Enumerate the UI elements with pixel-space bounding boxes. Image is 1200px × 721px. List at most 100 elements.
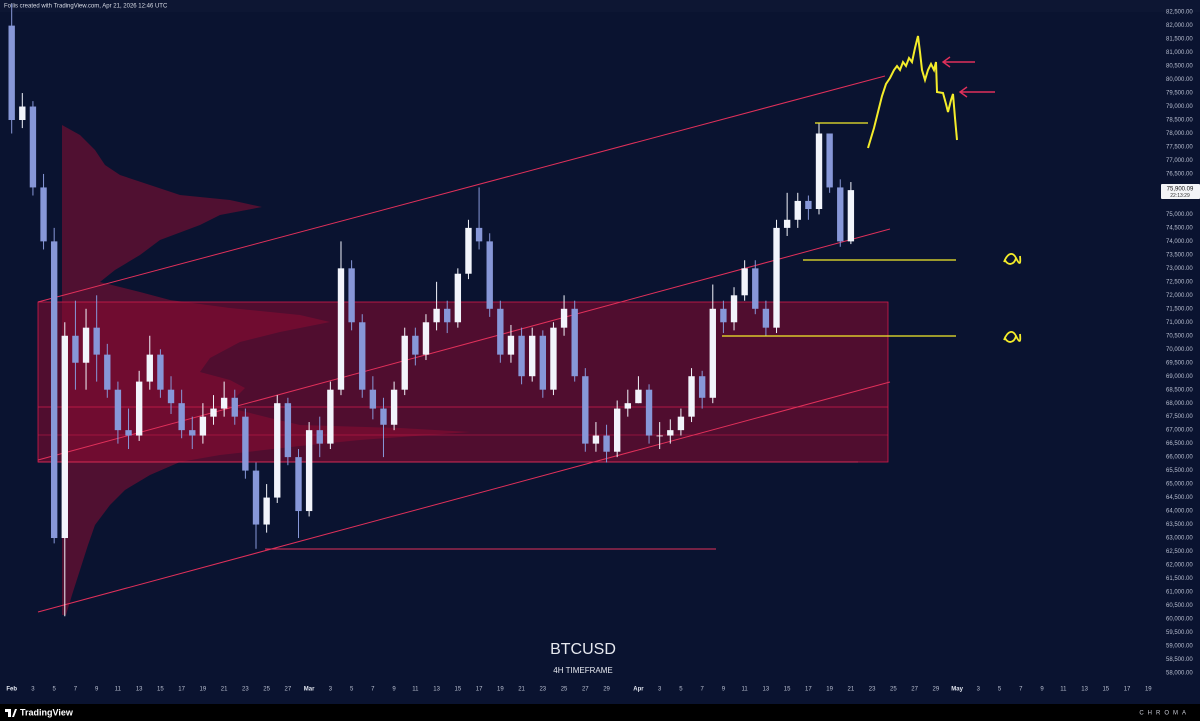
y-tick-label: 71,500.00 <box>1166 306 1193 312</box>
candle-body <box>252 470 260 525</box>
x-tick-label: 27 <box>911 687 918 693</box>
y-tick-label: 71,000.00 <box>1166 320 1193 326</box>
price-axis <box>1160 12 1200 680</box>
y-tick-label: 74,000.00 <box>1166 239 1193 245</box>
candle-body <box>337 268 345 390</box>
candle-body <box>135 381 143 436</box>
y-tick-label: 70,000.00 <box>1166 347 1193 353</box>
candle-body <box>805 200 812 210</box>
candle-body <box>645 389 653 436</box>
x-tick-label: 13 <box>136 687 143 693</box>
candle-body <box>29 106 37 188</box>
candle-body <box>220 397 228 409</box>
x-tick-label: 3 <box>31 687 35 693</box>
candle-body <box>752 268 759 309</box>
candle-body <box>295 457 302 512</box>
price-tag-countdown: 22:13:29 <box>1170 193 1190 199</box>
candle-body <box>412 335 419 355</box>
candle-body <box>454 273 462 323</box>
channel-line <box>37 381 891 613</box>
x-tick-label: 5 <box>679 687 683 693</box>
candle-body <box>146 354 153 382</box>
candle-body <box>104 354 111 390</box>
header-text: Follis created with TradingView.com, Apr… <box>4 4 168 10</box>
arrows <box>941 56 995 98</box>
y-tick-label: 68,500.00 <box>1166 387 1193 393</box>
candle-body <box>603 435 610 452</box>
x-tick-label: 9 <box>722 687 726 693</box>
y-tick-label: 58,500.00 <box>1166 657 1193 663</box>
x-tick-label: 25 <box>890 687 897 693</box>
alpha-mark <box>1003 253 1022 265</box>
x-tick-label: 23 <box>242 687 249 693</box>
footer-bar <box>0 704 1200 721</box>
candle-body <box>475 227 483 242</box>
x-tick-label: 21 <box>518 687 525 693</box>
y-tick-label: 64,000.00 <box>1166 509 1193 515</box>
y-tick-label: 80,000.00 <box>1166 77 1193 83</box>
candle-body <box>497 308 504 355</box>
candle-body <box>199 416 207 436</box>
y-tick-label: 67,500.00 <box>1166 414 1193 420</box>
x-tick-label: 17 <box>178 687 185 693</box>
chart-subtitle: 4H TIMEFRAME <box>553 666 612 675</box>
x-tick-label: 13 <box>433 687 440 693</box>
y-tick-label: 61,500.00 <box>1166 576 1193 582</box>
candles <box>8 4 855 617</box>
candle-body <box>571 308 578 377</box>
candle-body <box>40 187 47 242</box>
candle-body <box>550 327 557 390</box>
candle-body <box>667 430 674 436</box>
y-tick-label: 61,000.00 <box>1166 590 1193 596</box>
arrow <box>941 56 975 68</box>
candle-body <box>380 408 387 425</box>
x-tick-label: 7 <box>74 687 78 693</box>
y-tick-label: 72,000.00 <box>1166 293 1193 299</box>
x-tick-label: May <box>951 687 963 693</box>
arrow <box>958 86 995 98</box>
x-tick-label: 5 <box>53 687 57 693</box>
candle-body <box>61 335 68 539</box>
y-tick-label: 62,500.00 <box>1166 549 1193 555</box>
candle-body <box>8 25 15 121</box>
y-tick-label: 75,000.00 <box>1166 212 1193 218</box>
candle-body <box>613 408 621 452</box>
x-tick-label: Apr <box>633 687 644 693</box>
x-tick-label: 17 <box>476 687 483 693</box>
candle-body <box>263 497 270 525</box>
zone <box>37 301 889 463</box>
x-tick-label: 9 <box>1040 687 1044 693</box>
x-tick-label: 17 <box>805 687 812 693</box>
x-tick-label: 9 <box>95 687 99 693</box>
candle-body <box>433 308 440 323</box>
y-tick-label: 63,000.00 <box>1166 536 1193 542</box>
x-tick-label: 11 <box>742 687 749 693</box>
x-tick-label: 7 <box>1019 687 1023 693</box>
price-tag <box>1161 184 1200 199</box>
x-tick-label: 3 <box>329 687 333 693</box>
candle-body <box>688 376 695 417</box>
candle-body <box>242 416 249 471</box>
candle-body <box>125 430 132 436</box>
y-tick-label: 81,500.00 <box>1166 37 1193 43</box>
x-tick-label: 11 <box>1060 687 1067 693</box>
candle-body <box>189 430 196 436</box>
candle-body <box>698 376 706 398</box>
candle-body <box>167 389 175 404</box>
x-tick-label: 13 <box>763 687 770 693</box>
candle-body <box>231 397 238 417</box>
x-tick-label: 11 <box>412 687 419 693</box>
x-tick-label: Mar <box>304 687 315 693</box>
candle-body <box>348 268 355 323</box>
x-tick-label: 27 <box>285 687 292 693</box>
candle-body <box>815 133 823 210</box>
x-tick-label: 15 <box>157 687 164 693</box>
candle-body <box>677 416 685 431</box>
y-tick-label: 66,500.00 <box>1166 441 1193 447</box>
y-tick-label: 79,000.00 <box>1166 104 1193 110</box>
candle-body <box>359 322 366 390</box>
candle-body <box>401 335 408 390</box>
x-tick-label: 15 <box>1102 687 1109 693</box>
candle-body <box>826 133 833 188</box>
